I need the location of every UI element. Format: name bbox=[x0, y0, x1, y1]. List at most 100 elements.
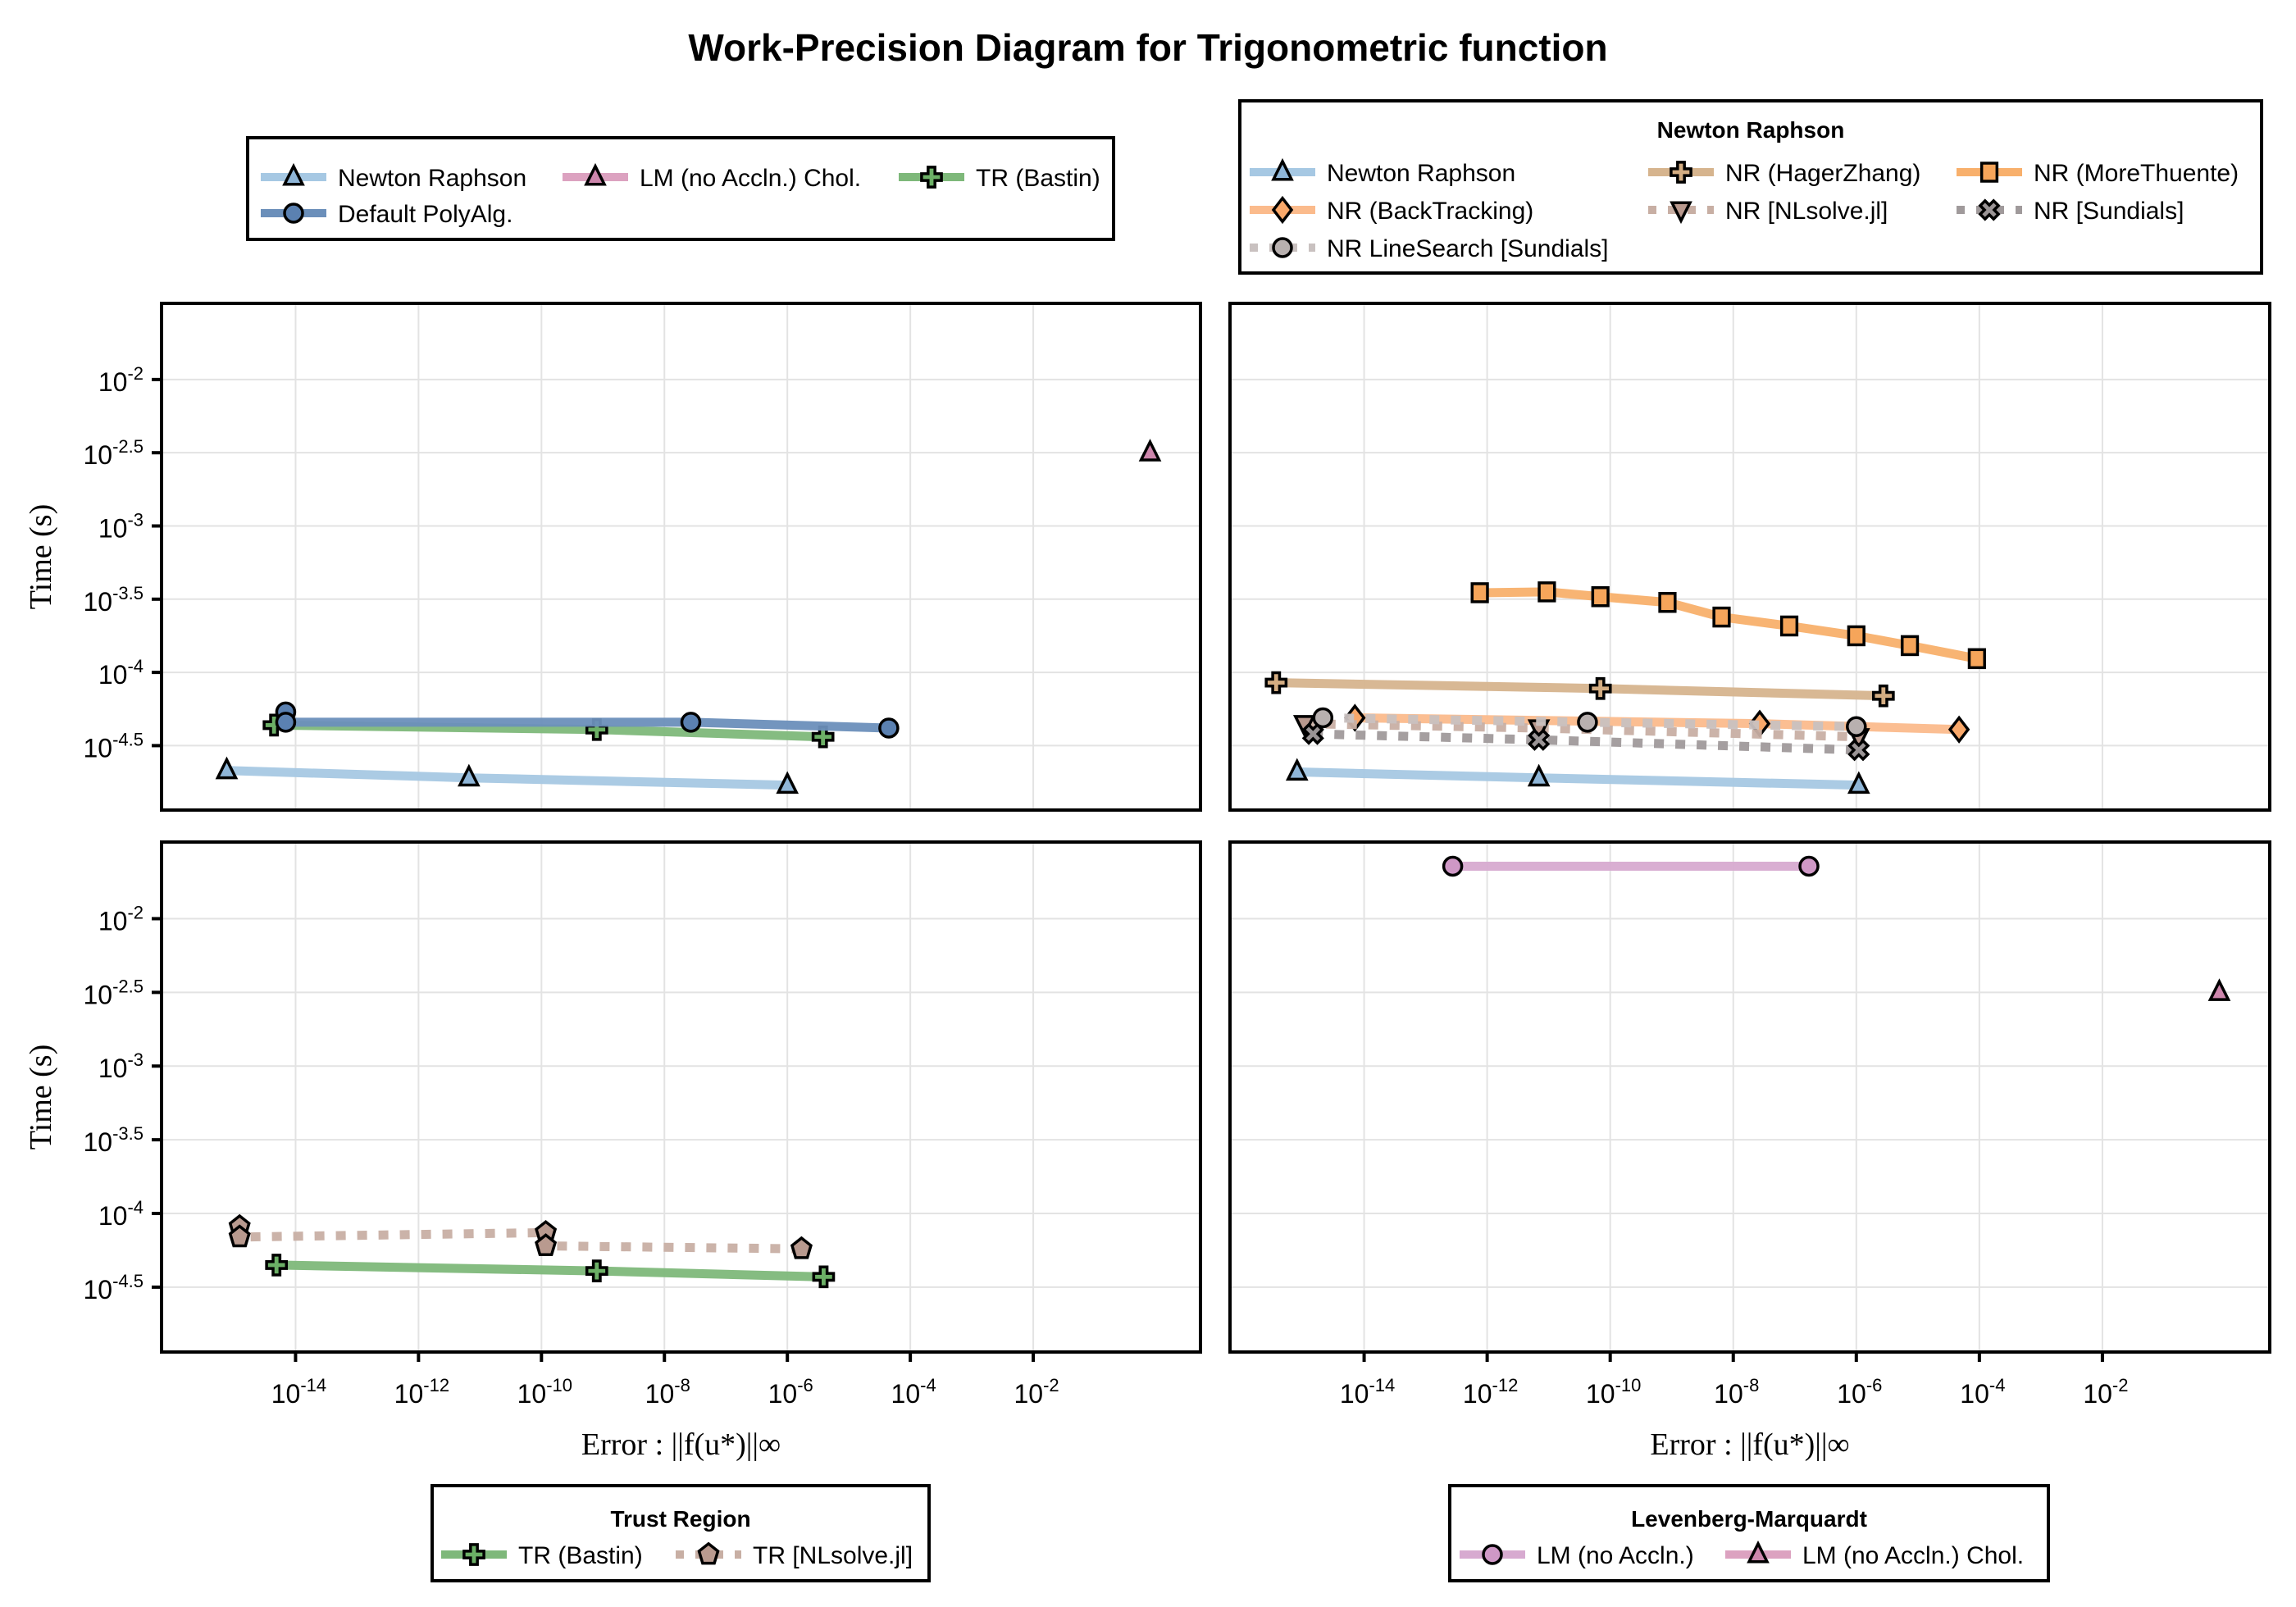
legend-entry: NR (BackTracking) bbox=[1250, 195, 1533, 225]
data-point-marker bbox=[776, 771, 800, 794]
data-point-marker bbox=[1798, 855, 1820, 877]
legend-label: Default PolyAlg. bbox=[338, 201, 512, 228]
series-lm-no-accln-chol bbox=[2207, 978, 2231, 1001]
panels: 10-2 10-2.5 10-3 10-3.5 10-4 10-4.5 Time (s) 10… bbox=[24, 302, 2271, 1462]
y-axis-label: Time (s) bbox=[24, 1045, 58, 1149]
series-lm-no-accln bbox=[1442, 855, 1820, 877]
data-point-marker bbox=[1591, 586, 1610, 608]
data-point-marker bbox=[228, 1224, 251, 1248]
y-tick-label: 10-3.5 bbox=[83, 583, 144, 617]
y-tick-label: 10-4.5 bbox=[83, 729, 144, 763]
gridlines bbox=[162, 303, 1200, 810]
y-tick-label: 10-3.5 bbox=[83, 1123, 144, 1157]
data-point-marker bbox=[585, 1259, 608, 1282]
legend-frame bbox=[246, 136, 1115, 241]
data-point-marker bbox=[1442, 855, 1464, 877]
y-tick-label: 10-4 bbox=[98, 656, 144, 690]
y-tick-label: 10-2.5 bbox=[83, 436, 144, 470]
legend-frame bbox=[430, 1484, 931, 1582]
legend-swatch-marker bbox=[1670, 201, 1692, 225]
legend-label: NR [NLsolve.jl] bbox=[1725, 198, 1888, 225]
y-tick-label: 10-4.5 bbox=[83, 1271, 144, 1304]
legend-entry: NR (HagerZhang) bbox=[1648, 160, 1920, 187]
series-nr-linesearch-sundials bbox=[1312, 707, 1867, 737]
legend-entry: NR (MoreThuente) bbox=[1957, 160, 2239, 187]
data-point-marker bbox=[680, 712, 702, 733]
legend-swatch-marker bbox=[1271, 157, 1294, 181]
series-line bbox=[1304, 719, 1859, 742]
x-tick-label: 10-8 bbox=[1714, 1375, 1759, 1409]
data-point-marker bbox=[1967, 648, 1986, 670]
panel-top-left: 10-2 10-2.5 10-3 10-3.5 10-4 10-4.5 Time (s) bbox=[24, 302, 1202, 812]
y-tick-label: 10-2 bbox=[98, 363, 144, 397]
x-tick-label: 10-2 bbox=[2083, 1375, 2128, 1409]
legend-top-right: Newton Raphson Newton Raphson NR (HagerZha… bbox=[1238, 99, 2263, 275]
legend-frame bbox=[1448, 1484, 2050, 1582]
legend-label: Newton Raphson bbox=[338, 165, 526, 192]
legend-entry: Default PolyAlg. bbox=[261, 201, 512, 228]
data-point-marker bbox=[1900, 635, 1920, 657]
legend-entry: TR (Bastin) bbox=[441, 1542, 643, 1569]
legend-entry: NR [Sundials] bbox=[1957, 198, 2184, 225]
y-tick-label: 10-3 bbox=[98, 509, 144, 543]
data-point-marker bbox=[1588, 676, 1612, 700]
legend-label: LM (no Accln.) Chol. bbox=[1802, 1542, 2024, 1569]
data-point-marker bbox=[1538, 581, 1556, 603]
panel-bottom-right: 10-14 10-12 10-10 10-8 10-6 10-4 10-2 Error : |… bbox=[1228, 840, 2271, 1462]
legend-swatch-marker bbox=[1271, 195, 1294, 225]
legend-frame bbox=[1238, 99, 2263, 275]
series-line bbox=[1355, 712, 1960, 735]
legend-label: NR (HagerZhang) bbox=[1725, 160, 1920, 187]
data-point-marker bbox=[812, 1265, 836, 1289]
legend-entry: Newton Raphson bbox=[261, 162, 526, 192]
data-point-marker bbox=[1312, 707, 1334, 729]
legend-bottom-left: Trust Region TR (Bastin) TR [NLsolve.jl] bbox=[430, 1484, 931, 1582]
x-tick-label: 10-4 bbox=[1960, 1375, 2005, 1409]
legend-label: LM (no Accln.) bbox=[1537, 1542, 1694, 1569]
legend-top-left: Newton Raphson LM (no Accln.) Chol. TR (Ba… bbox=[246, 136, 1115, 241]
data-point-marker bbox=[1528, 728, 1551, 751]
legend-swatch-marker bbox=[920, 166, 943, 189]
data-point-marker bbox=[215, 756, 239, 780]
legend-entry: LM (no Accln.) bbox=[1460, 1542, 1694, 1569]
plot-frame bbox=[160, 302, 1202, 812]
legend-swatch-marker bbox=[283, 203, 304, 224]
legend-entry: TR [NLsolve.jl] bbox=[676, 1541, 913, 1569]
series-nr-backtracking bbox=[1344, 703, 1970, 744]
series-line bbox=[226, 766, 788, 790]
data-point-marker bbox=[535, 1233, 558, 1256]
legend-label: LM (no Accln.) Chol. bbox=[640, 165, 861, 192]
series-line bbox=[280, 712, 890, 733]
data-point-marker bbox=[2207, 978, 2231, 1001]
legend-entry: NR LineSearch [Sundials] bbox=[1250, 235, 1609, 262]
series-line bbox=[1276, 678, 1884, 701]
x-tick-label: 10-10 bbox=[517, 1375, 572, 1409]
x-tick-label: 10-8 bbox=[645, 1375, 690, 1409]
x-tick-label: 10-14 bbox=[1340, 1375, 1395, 1409]
legend-swatch-marker bbox=[282, 162, 305, 186]
legend-label: NR LineSearch [Sundials] bbox=[1327, 235, 1609, 262]
legend-entry: Newton Raphson bbox=[1250, 157, 1515, 187]
legend-label: TR [NLsolve.jl] bbox=[753, 1542, 913, 1569]
legend-label: TR (Bastin) bbox=[518, 1542, 643, 1569]
y-tick-label: 10-2 bbox=[98, 902, 144, 936]
data-point-marker bbox=[1301, 722, 1324, 745]
series-tr-nlsolve-jl bbox=[228, 1213, 813, 1259]
data-point-marker bbox=[1779, 615, 1799, 637]
data-point-marker bbox=[790, 1236, 813, 1259]
legend-bottom-right: Levenberg-Marquardt LM (no Accln.) LM (no … bbox=[1448, 1484, 2050, 1582]
plot-frame bbox=[1228, 302, 2271, 812]
panel-top-right bbox=[1228, 302, 2271, 812]
x-tick-label: 10-12 bbox=[394, 1375, 449, 1409]
legend-entry: TR (Bastin) bbox=[899, 165, 1100, 192]
legend-label: NR (BackTracking) bbox=[1327, 198, 1533, 225]
data-point-marker bbox=[1871, 684, 1895, 708]
x-tick-label: 10-14 bbox=[271, 1375, 326, 1409]
data-point-marker bbox=[811, 725, 835, 749]
data-point-marker bbox=[458, 763, 481, 787]
legend-entry: LM (no Accln.) Chol. bbox=[563, 162, 861, 192]
x-tick-label: 10-12 bbox=[1463, 1375, 1518, 1409]
y-tick-label: 10-3 bbox=[98, 1049, 144, 1083]
legend-label: NR (MoreThuente) bbox=[2034, 160, 2239, 187]
legend-entry: LM (no Accln.) Chol. bbox=[1725, 1540, 2024, 1569]
